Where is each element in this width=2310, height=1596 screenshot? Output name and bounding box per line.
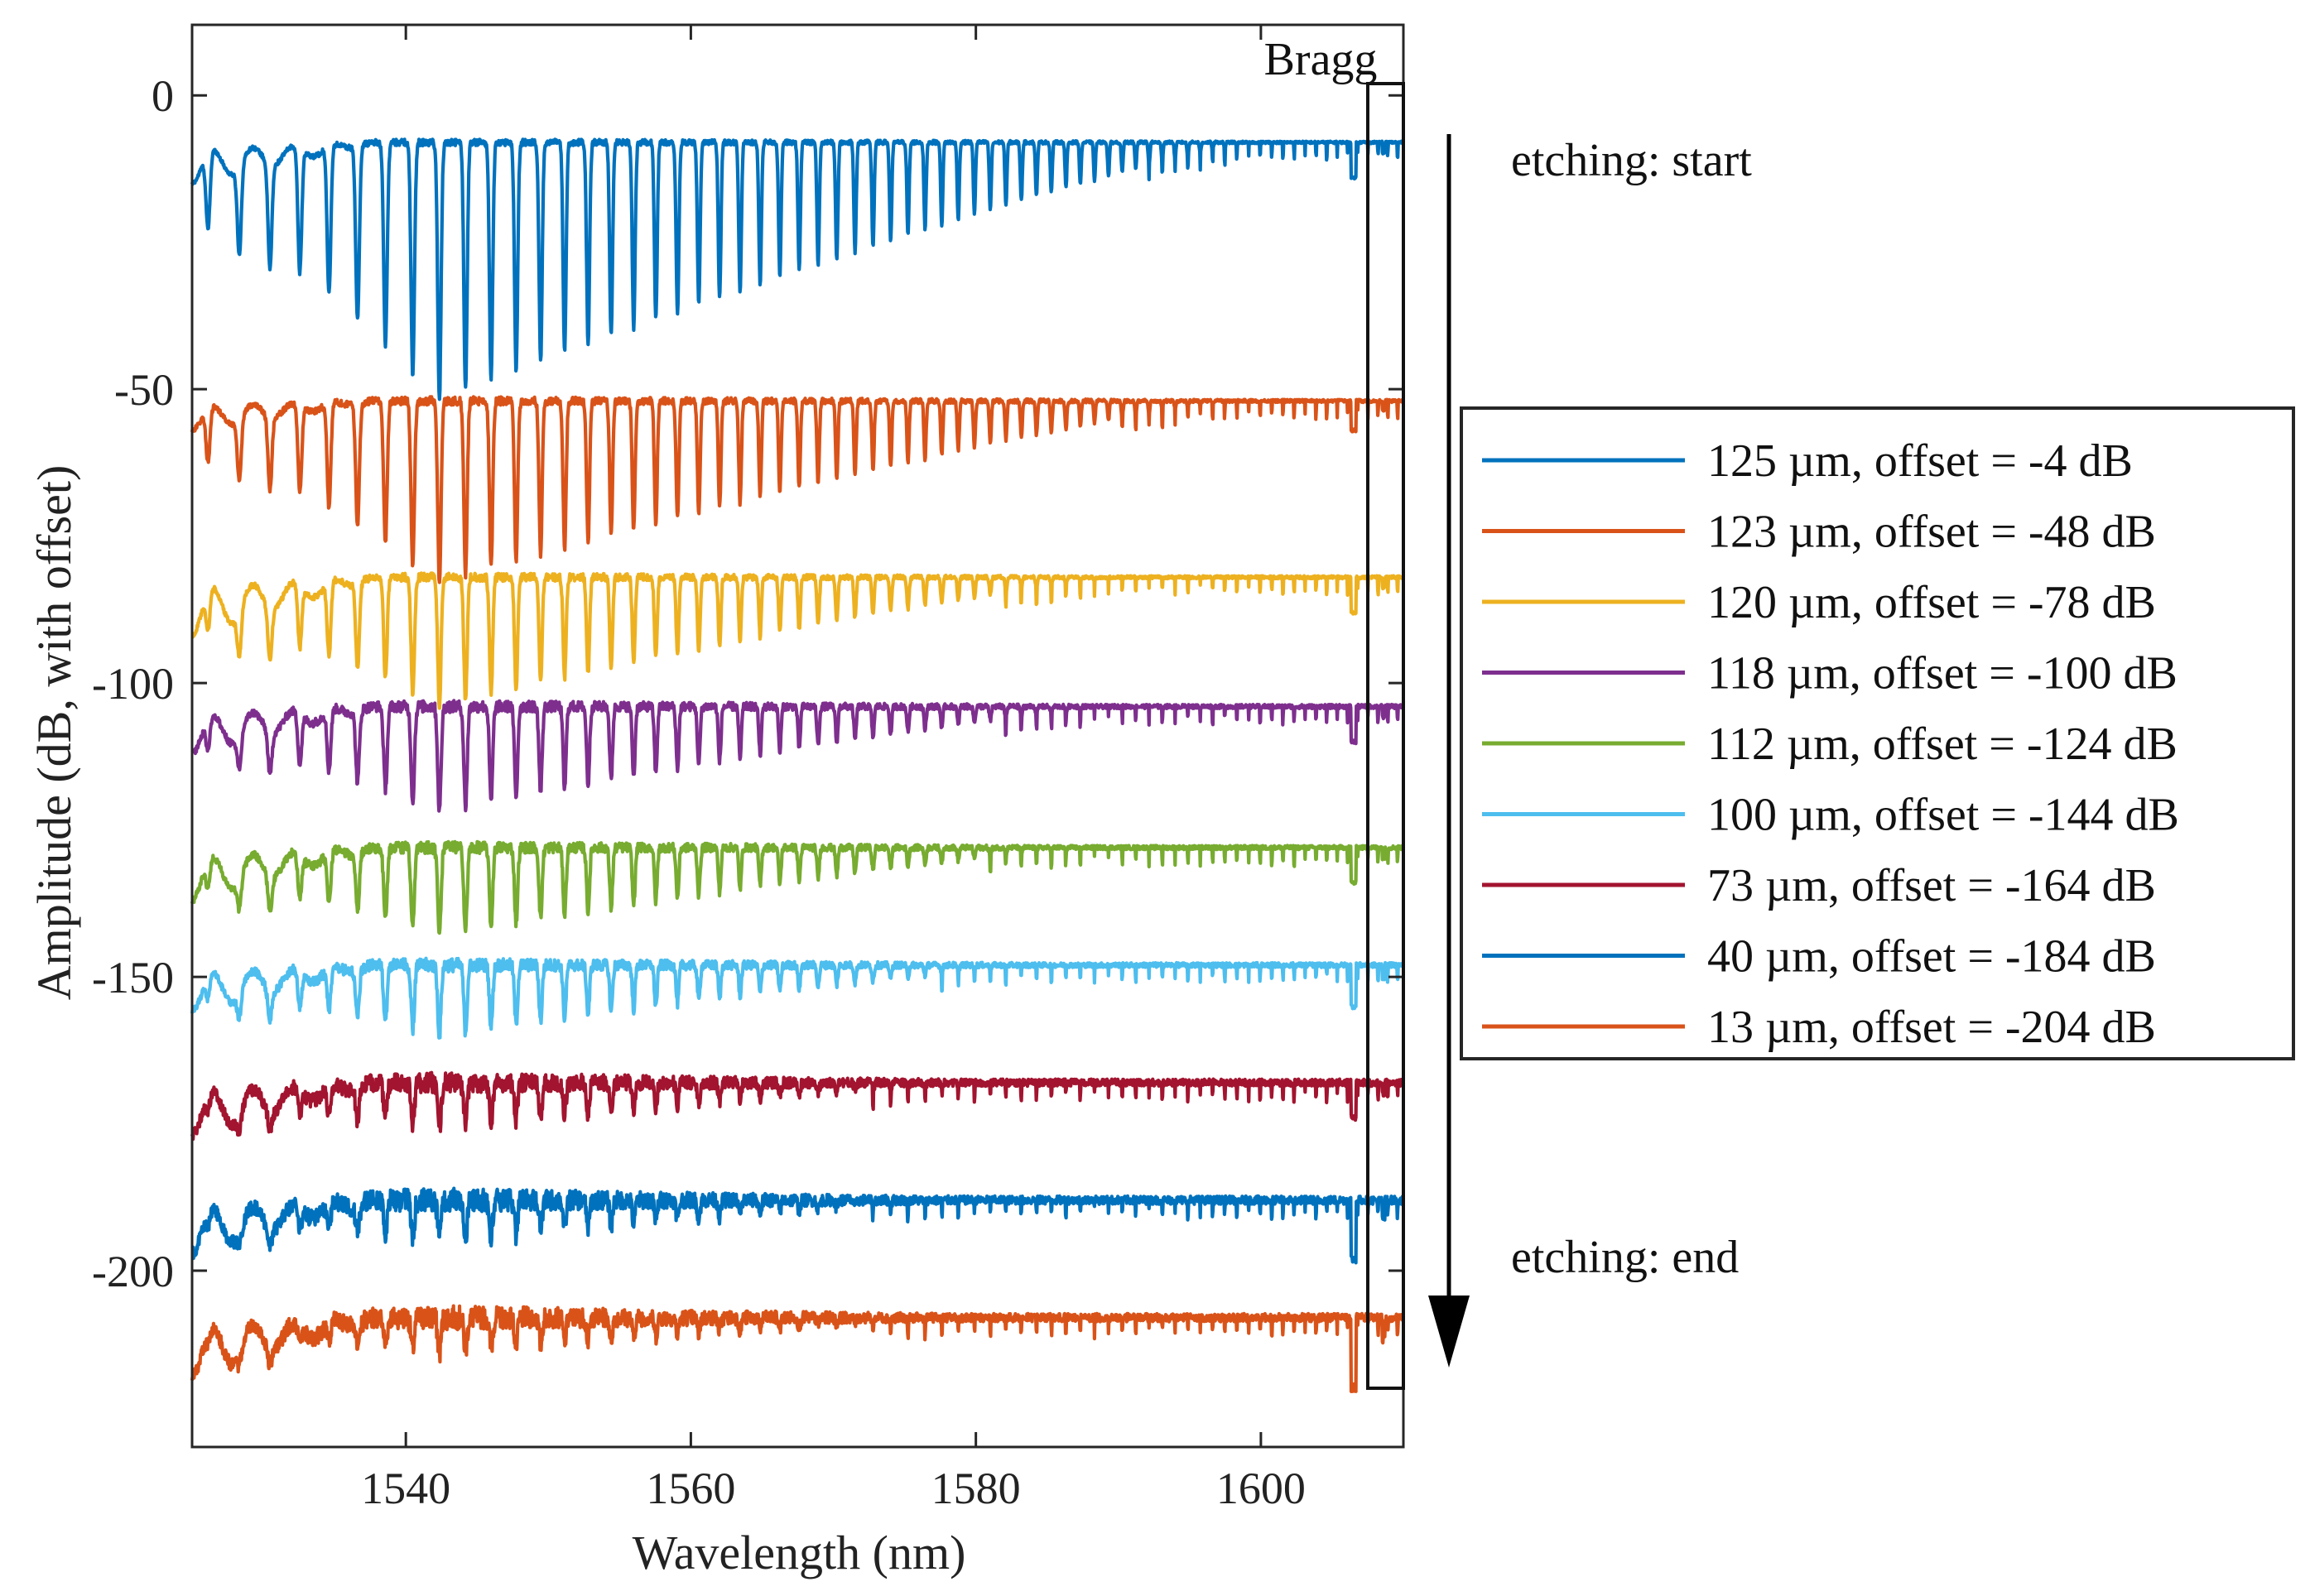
y-tick-label: 0 <box>152 71 174 121</box>
series-line-2 <box>190 395 1405 584</box>
y-tick-label: -150 <box>92 953 174 1002</box>
etching-arrow-head <box>1428 1296 1470 1368</box>
x-tick-label: 1560 <box>646 1464 735 1513</box>
y-tick-label: -200 <box>92 1247 174 1296</box>
x-tick-label: 1600 <box>1216 1464 1306 1513</box>
legend-entry: 123 µm, offset = -48 dB <box>1707 507 2156 558</box>
x-tick-label: 1580 <box>931 1464 1021 1513</box>
legend-entry: 13 µm, offset = -204 dB <box>1707 1002 2156 1053</box>
y-tick-label: -100 <box>92 659 174 709</box>
etching-start-label: etching: start <box>1511 135 1752 186</box>
series-line-3 <box>190 571 1405 710</box>
legend-entry: 125 µm, offset = -4 dB <box>1707 435 2133 487</box>
legend-entry: 73 µm, offset = -164 dB <box>1707 860 2156 911</box>
series-line-6 <box>190 956 1406 1040</box>
series-line-8 <box>190 1186 1406 1265</box>
legend-entry: 120 µm, offset = -78 dB <box>1707 577 2156 628</box>
bragg-label: Bragg <box>1264 34 1378 85</box>
etching-end-label: etching: end <box>1511 1232 1739 1283</box>
legend: 125 µm, offset = -4 dB 123 µm, offset = -… <box>1482 435 2179 1053</box>
y-tick-label: -50 <box>114 365 174 415</box>
series-line-5 <box>190 839 1406 935</box>
legend-entry: 40 µm, offset = -184 dB <box>1707 931 2156 983</box>
legend-entry: 112 µm, offset = -124 dB <box>1707 719 2178 770</box>
x-tick-label: 1540 <box>361 1464 450 1513</box>
series-line-9 <box>190 1304 1406 1394</box>
series-layer <box>190 137 1406 1394</box>
legend-entry: 118 µm, offset = -100 dB <box>1707 648 2178 699</box>
x-axis-label: Wavelength (nm) <box>633 1526 966 1579</box>
series-line-7 <box>190 1070 1405 1142</box>
series-line-1 <box>190 137 1405 401</box>
legend-entry: 100 µm, offset = -144 dB <box>1707 790 2179 841</box>
legend-box <box>1460 406 2295 1060</box>
bragg-window-box <box>1365 81 1405 1391</box>
y-axis-label: Amplitude (dB, with offset) <box>27 465 81 1001</box>
series-line-4 <box>190 699 1406 813</box>
ticks-layer: 1540 1560 1580 1600 0 -50 -100 -150 -200 <box>92 25 1403 1513</box>
